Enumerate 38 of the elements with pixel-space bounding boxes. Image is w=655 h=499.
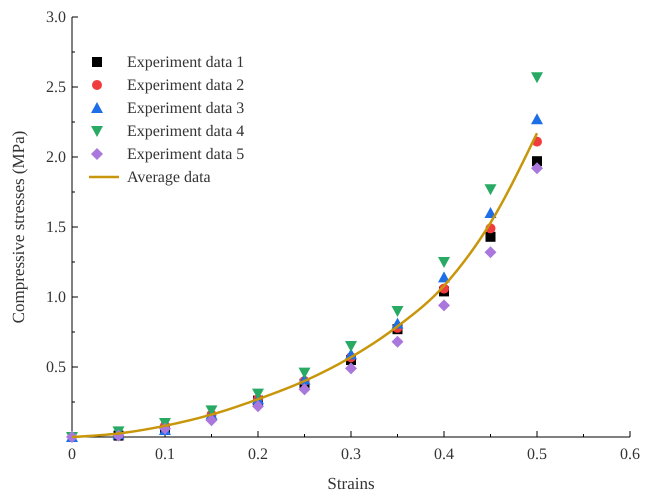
legend-label: Average data (127, 169, 211, 186)
x-tick-label: 0.4 (434, 446, 454, 463)
point (392, 336, 404, 348)
y-tick-label: 1.0 (46, 289, 66, 306)
legend-label: Experiment data 1 (127, 54, 244, 71)
y-axis-title: Compressive stresses (MPa) (9, 130, 28, 324)
legend-label: Experiment data 2 (127, 77, 244, 94)
x-axis-title: Strains (327, 474, 375, 493)
legend-label: Experiment data 3 (127, 100, 244, 117)
point (438, 257, 450, 268)
point (252, 388, 264, 400)
point (531, 162, 543, 174)
y-tick-label: 2.0 (46, 149, 66, 166)
x-tick-label: 0.5 (527, 446, 547, 463)
y-tick-label: 0.5 (46, 359, 66, 376)
x-tick-label: 0.3 (341, 446, 361, 463)
point (486, 232, 496, 242)
y-tick-label: 3.0 (46, 9, 66, 26)
point (345, 362, 357, 374)
point (298, 383, 310, 396)
point (438, 299, 450, 312)
legend-label: Experiment data 4 (127, 123, 244, 140)
y-tick-label: 1.5 (46, 219, 66, 236)
legend-label: Experiment data 5 (127, 146, 244, 163)
x-tick-label: 0.6 (620, 446, 640, 463)
point (206, 414, 218, 426)
point (531, 113, 543, 124)
point (392, 306, 404, 317)
x-tick-label: 0.1 (155, 446, 175, 463)
x-tick-label: 0.2 (248, 446, 268, 463)
x-tick-label: 0 (68, 446, 76, 463)
point (252, 400, 264, 412)
point (531, 72, 543, 84)
point (484, 184, 496, 196)
point (345, 341, 357, 352)
point (298, 368, 310, 379)
point (484, 246, 496, 258)
y-tick-label: 2.5 (46, 79, 66, 96)
